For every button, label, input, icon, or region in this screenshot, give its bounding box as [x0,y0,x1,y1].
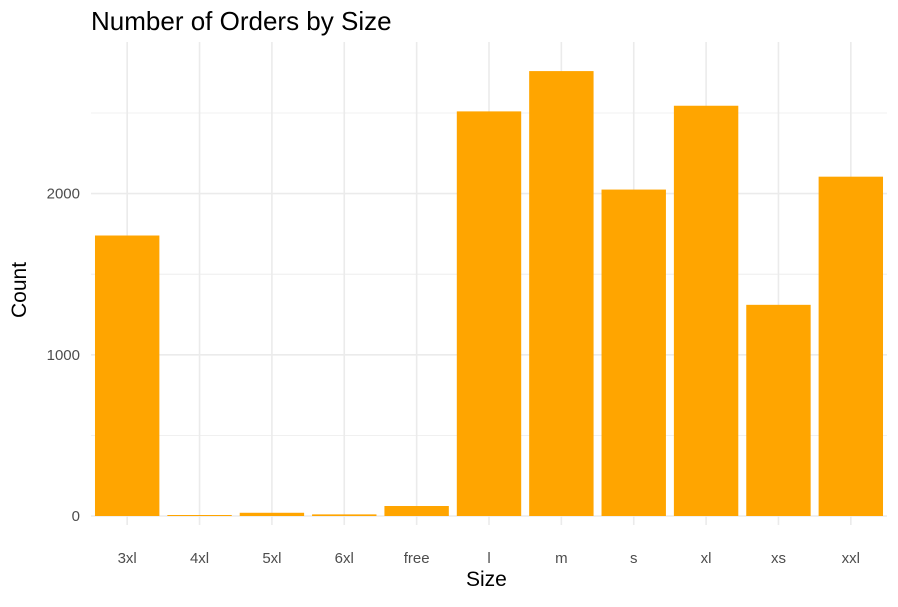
bar-free [384,506,449,516]
x-tick-label: xl [701,550,712,567]
x-axis-title: Size [466,568,507,591]
x-tick-label: 5xl [262,550,281,567]
bar-6xl [312,514,377,516]
bar-xxl [818,176,884,516]
bar-3xl [94,235,160,516]
x-tick-label: xs [771,550,786,567]
x-tick-label: 6xl [335,550,354,567]
bar-s [601,189,666,516]
chart-title: Number of Orders by Size [91,6,392,36]
bar-m [529,71,594,516]
bar-5xl [239,512,305,516]
y-tick-label: 2000 [47,186,80,203]
x-tick-label: m [555,550,568,567]
x-tick-label: l [487,550,490,567]
x-tick-label: xxl [842,550,860,567]
y-axis-title: Count [8,261,31,318]
x-tick-label: 4xl [190,550,209,567]
bar-l [456,111,522,516]
x-tick-label: 3xl [118,550,137,567]
bar-xs [746,304,811,516]
x-tick-label: free [404,550,430,567]
x-tick-label: s [630,550,638,567]
bar-4xl [167,515,232,516]
y-tick-label: 1000 [47,347,80,364]
y-tick-label: 0 [72,508,80,525]
bar-xl [673,105,739,516]
